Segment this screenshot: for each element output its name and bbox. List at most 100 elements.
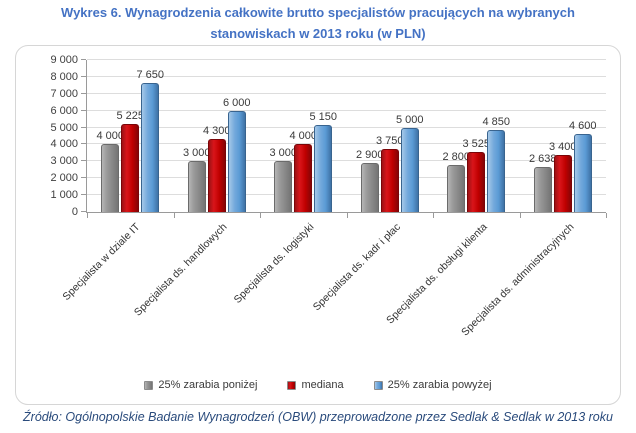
bar: 3 750 bbox=[376, 135, 404, 212]
bar: 4 000 bbox=[289, 130, 317, 212]
y-axis-tick bbox=[81, 92, 86, 94]
legend-label: 25% zarabia powyżej bbox=[387, 379, 492, 391]
chart-title: Wykres 6. Wynagrodzenia całkowite brutto… bbox=[0, 2, 636, 44]
y-axis-tick bbox=[81, 211, 86, 212]
y-axis-tick bbox=[81, 143, 86, 145]
bar-group: 2 638 3 400 4 600 bbox=[520, 60, 607, 212]
gridline bbox=[87, 177, 606, 179]
y-axis-tick bbox=[81, 126, 86, 128]
y-axis-label: 0 bbox=[71, 206, 78, 218]
bar-value-label: 3 400 bbox=[548, 140, 577, 153]
y-axis-label: 9 000 bbox=[50, 54, 78, 66]
legend-item: 25% zarabia powyżej bbox=[373, 379, 492, 391]
x-axis-tick bbox=[260, 213, 261, 218]
bar-value-label: 4 000 bbox=[96, 130, 125, 143]
y-axis-label: 8 000 bbox=[50, 70, 78, 83]
bar-value-label: 5 150 bbox=[309, 111, 338, 124]
y-axis-label: 3 000 bbox=[50, 155, 78, 168]
bar: 4 850 bbox=[482, 116, 510, 212]
y-axis-label: 7 000 bbox=[50, 87, 78, 100]
bar: 3 000 bbox=[269, 147, 297, 212]
bar: 3 525 bbox=[462, 138, 490, 212]
chart-frame: 0 1 000 2 000 3 000 4 000 5 000 6 000 7 000 8 00… bbox=[15, 45, 621, 405]
legend-label: 25% zarabia poniżej bbox=[158, 379, 258, 391]
bar: 4 300 bbox=[203, 125, 231, 212]
bar: 5 225 bbox=[116, 110, 144, 212]
gridline bbox=[87, 194, 606, 196]
bar-value-label: 7 650 bbox=[136, 68, 165, 81]
gridline bbox=[87, 143, 606, 145]
bar-group: 2 900 3 750 5 000 bbox=[347, 60, 434, 212]
bar-value-label: 5 000 bbox=[395, 113, 424, 126]
y-axis-label: 5 000 bbox=[50, 121, 78, 134]
legend-marker-icon bbox=[373, 380, 383, 390]
bar-value-label: 3 525 bbox=[462, 138, 491, 151]
x-axis-category-label: Specjalista ds. obsługi klienta bbox=[384, 221, 490, 327]
x-axis-category-label: Specjalista ds. kadr i płac bbox=[310, 221, 403, 314]
y-axis-label: 1 000 bbox=[50, 189, 78, 202]
legend-item: mediana bbox=[287, 379, 344, 391]
bar: 4 000 bbox=[96, 130, 124, 212]
x-axis-tick bbox=[87, 213, 88, 218]
bar: 4 600 bbox=[569, 120, 597, 212]
bar: 5 000 bbox=[396, 114, 424, 212]
x-axis-category-label: Specjalista ds. administracyjnych bbox=[458, 221, 577, 339]
xaxis-labels: Specjalista w dziale IT Specjalista ds. h… bbox=[61, 214, 606, 369]
y-axis-label: 4 000 bbox=[50, 138, 78, 151]
bar-group: 3 000 4 300 6 000 bbox=[174, 60, 261, 212]
gridline bbox=[87, 75, 606, 77]
source-line: Źródło: Ogólnopolskie Badanie Wynagrodze… bbox=[23, 410, 613, 424]
bar-group: 2 800 3 525 4 850 bbox=[433, 60, 520, 212]
bar: 2 900 bbox=[356, 149, 384, 212]
x-axis-category-label: Specjalista ds. logistyki bbox=[231, 221, 317, 306]
legend-marker-icon bbox=[144, 380, 154, 390]
x-axis-tick bbox=[346, 213, 348, 218]
bar: 2 638 bbox=[529, 153, 557, 212]
y-axis-tick bbox=[81, 75, 86, 77]
y-axis-tick bbox=[81, 59, 86, 60]
x-axis-category-label: Specjalista ds. handlowych bbox=[131, 221, 230, 319]
bar-value-label: 2 900 bbox=[355, 149, 384, 162]
legend-item: 25% zarabia poniżej bbox=[144, 379, 257, 391]
x-axis-tick bbox=[433, 213, 434, 218]
bar-value-label: 4 850 bbox=[482, 116, 511, 129]
bar-value-label: 4 300 bbox=[202, 125, 231, 138]
gridline bbox=[87, 109, 606, 111]
gridline bbox=[87, 92, 606, 94]
bar-value-label: 4 600 bbox=[568, 120, 597, 133]
plot-area: 0 1 000 2 000 3 000 4 000 5 000 6 000 7 000 8 00… bbox=[50, 54, 607, 218]
y-axis-label: 2 000 bbox=[50, 172, 78, 185]
bar: 6 000 bbox=[223, 97, 251, 212]
bar-group: 3 000 4 000 5 150 bbox=[260, 60, 347, 212]
bar-value-label: 2 800 bbox=[442, 150, 471, 163]
bar: 2 800 bbox=[442, 151, 470, 212]
bar-value-label: 2 638 bbox=[528, 153, 557, 166]
legend: 25% zarabia poniżej mediana 25% zarabia po… bbox=[16, 379, 620, 391]
chart-title-text: Wykres 6. Wynagrodzenia całkowite brutto… bbox=[61, 5, 575, 41]
legend-marker-icon bbox=[287, 380, 297, 390]
gridline bbox=[87, 126, 606, 128]
bar-value-label: 3 750 bbox=[375, 134, 404, 147]
bar: 3 000 bbox=[183, 147, 211, 212]
x-axis-tick bbox=[606, 213, 607, 218]
gridline bbox=[87, 59, 606, 60]
x-axis-tick bbox=[519, 213, 521, 218]
bar-group: 4 000 5 225 7 650 bbox=[87, 60, 174, 212]
bar: 5 150 bbox=[309, 111, 337, 212]
y-axis-label: 6 000 bbox=[50, 104, 78, 117]
gridline bbox=[87, 160, 606, 162]
bar: 7 650 bbox=[136, 69, 164, 212]
bar-value-label: 6 000 bbox=[222, 96, 251, 109]
bar-value-label: 5 225 bbox=[116, 109, 145, 122]
bar-value-label: 4 000 bbox=[289, 130, 318, 143]
y-axis-tick bbox=[81, 160, 86, 162]
x-axis-category-label: Specjalista w dziale IT bbox=[60, 221, 143, 303]
y-axis-tick bbox=[81, 194, 86, 196]
bar: 3 400 bbox=[549, 141, 577, 212]
y-axis-tick bbox=[81, 177, 86, 179]
bar-groups: 4 000 5 225 7 650 3 000 4 300 6 000 3 000 4 000… bbox=[87, 60, 606, 212]
bar-value-label: 3 000 bbox=[269, 147, 298, 160]
x-axis-tick bbox=[173, 213, 175, 218]
bar-value-label: 3 000 bbox=[182, 147, 211, 160]
legend-label: mediana bbox=[301, 379, 344, 391]
